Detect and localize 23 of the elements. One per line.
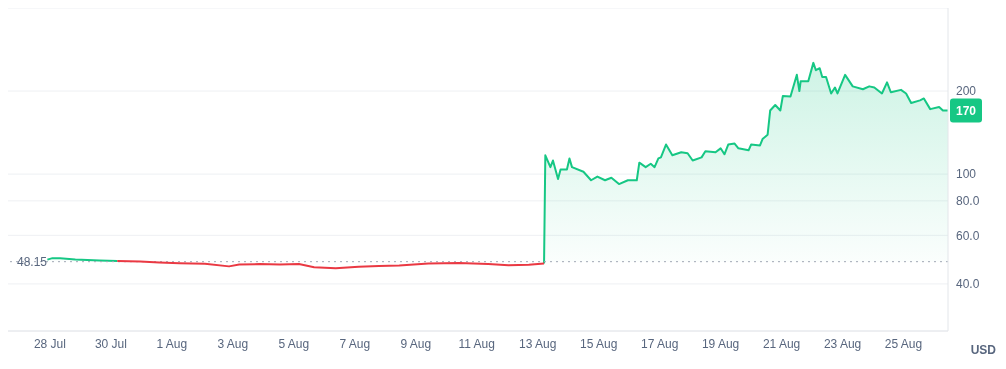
x-tick-label: 30 Jul xyxy=(94,336,127,351)
x-tick-label: 15 Aug xyxy=(579,336,618,351)
x-tick-label: 13 Aug xyxy=(519,336,557,351)
x-tick-label: 19 Aug xyxy=(701,336,740,351)
x-tick-label: 25 Aug xyxy=(884,336,923,351)
y-tick-label: 60.0 xyxy=(956,228,980,243)
x-tick-label: 17 Aug xyxy=(640,336,679,351)
y-axis-title: USD xyxy=(970,343,996,357)
x-tick-label: 21 Aug xyxy=(762,336,801,351)
ref-line-label: 48.15 xyxy=(17,254,48,269)
x-tick-label: 11 Aug xyxy=(458,336,495,351)
y-tick-label: 40.0 xyxy=(956,277,980,292)
annotation: 170 xyxy=(955,103,977,118)
x-tick-label: 5 Aug xyxy=(278,336,310,351)
y-tick-label: 100 xyxy=(956,167,977,182)
x-tick-label: 23 Aug xyxy=(823,336,862,351)
x-tick-label: 28 Jul xyxy=(33,336,66,351)
x-tick-label: 1 Aug xyxy=(156,336,188,351)
y-tick-label: 80.0 xyxy=(956,194,980,209)
x-tick-label: 7 Aug xyxy=(339,336,371,351)
x-tick-label: 9 Aug xyxy=(400,336,432,351)
y-tick-label: 200 xyxy=(956,84,977,99)
x-tick-label: 3 Aug xyxy=(217,336,249,351)
